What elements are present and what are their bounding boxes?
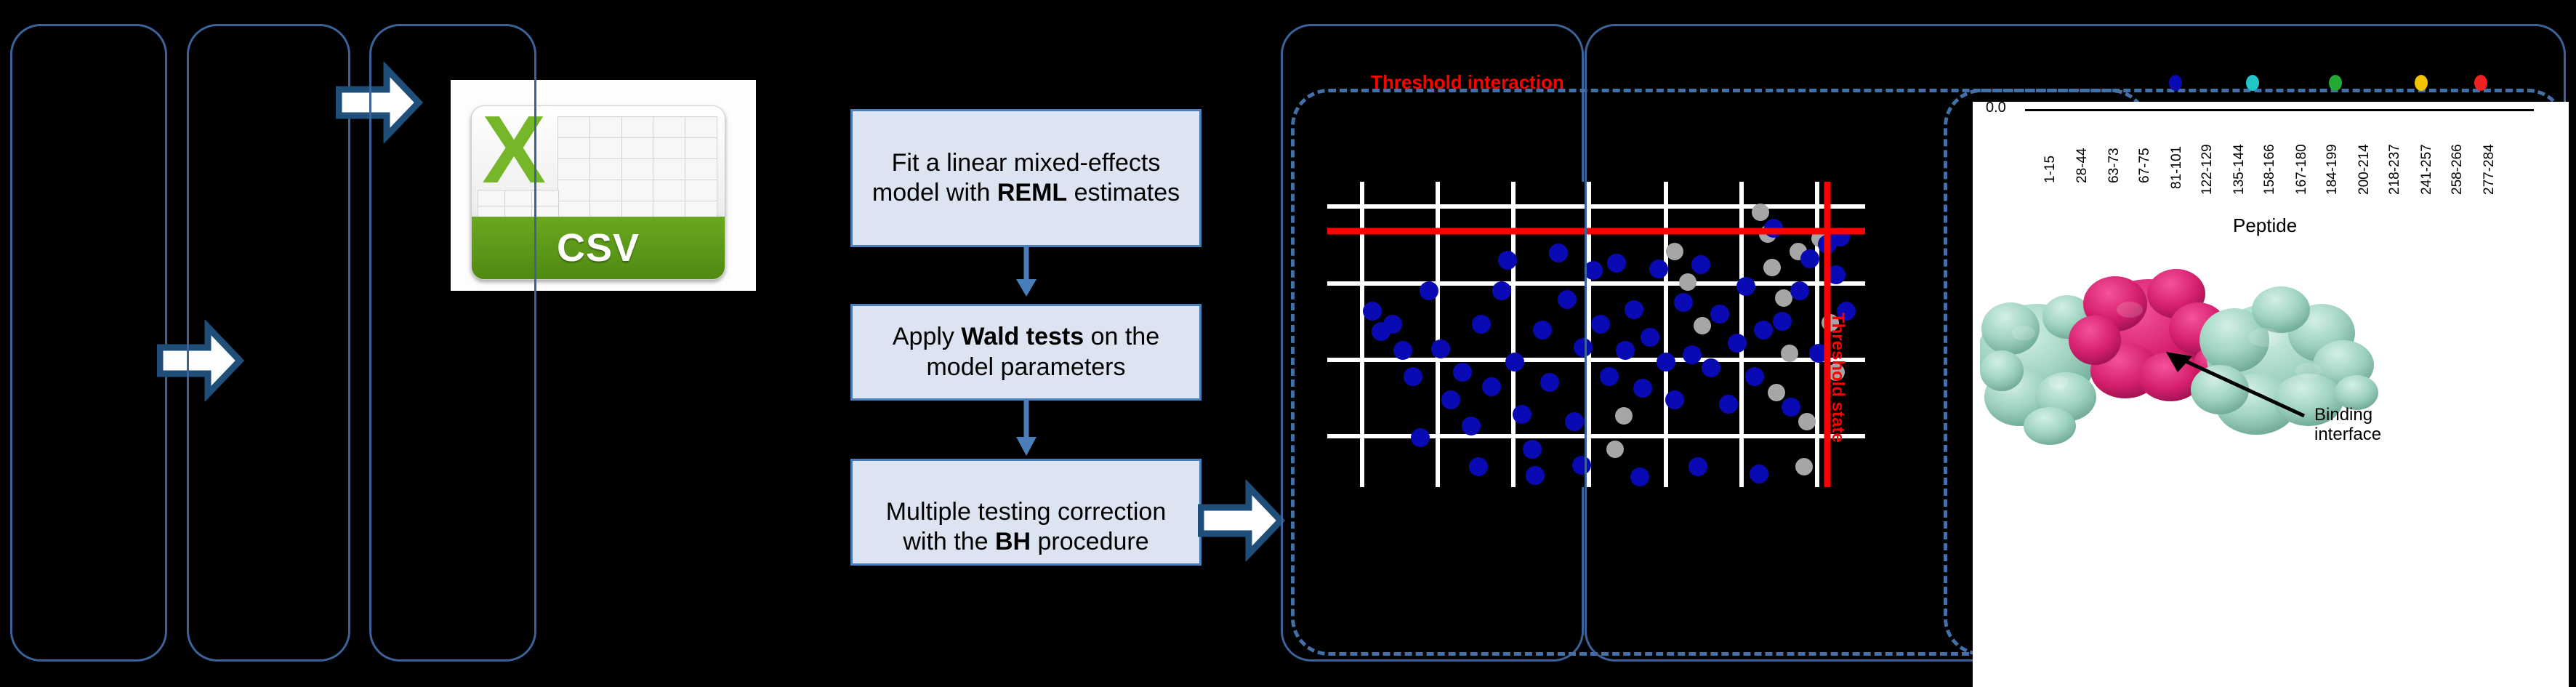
protein-surface-render bbox=[1980, 269, 2378, 445]
xtick-258-266: 258-266 bbox=[2450, 144, 2465, 195]
xtick-167-180: 167-180 bbox=[2294, 144, 2309, 195]
xtick-277-284: 277-284 bbox=[2482, 144, 2497, 195]
binding-interface-label: Binding interface bbox=[2314, 405, 2382, 444]
xtick-135-144: 135-144 bbox=[2231, 144, 2247, 195]
xtick-184-199: 184-199 bbox=[2325, 144, 2340, 195]
wald-post: on the model parameters bbox=[926, 323, 1160, 381]
csv-grid-table bbox=[558, 116, 717, 222]
bh-bold: BH bbox=[994, 527, 1031, 555]
xtick-63-73: 63-73 bbox=[2106, 148, 2122, 183]
bh-post: procedure bbox=[1031, 527, 1149, 555]
bh-pre: Multiple testing correction with the bbox=[885, 498, 1167, 555]
xtick-218-237: 218-237 bbox=[2387, 144, 2402, 195]
process-box-reml: Fit a linear mixed-effects model with RE… bbox=[850, 109, 1202, 247]
wald-pre: Apply bbox=[892, 323, 962, 351]
structure-figure: 0.0 1-15 28-44 63-73 67-75 81-101 122-12… bbox=[1973, 102, 2569, 687]
scatter-plot: Threshold interaction bbox=[1327, 71, 1865, 320]
legend-dot-blue bbox=[2169, 75, 2182, 91]
reml-post: estimates bbox=[1067, 179, 1180, 206]
xtick-1-15: 1-15 bbox=[2042, 155, 2058, 183]
panel-input bbox=[10, 24, 167, 662]
xtick-28-44: 28-44 bbox=[2074, 148, 2090, 183]
process-box-wald: Apply Wald tests on the model parameters bbox=[850, 304, 1202, 401]
process-box-bh-text: Multiple testing correction with the BH … bbox=[886, 468, 1167, 555]
connector-wald-to-bh bbox=[1016, 401, 1037, 456]
xtick-241-257: 241-257 bbox=[2419, 144, 2434, 195]
xtick-67-75: 67-75 bbox=[2137, 148, 2152, 183]
xtick-158-166: 158-166 bbox=[2262, 144, 2277, 195]
legend-dot-green bbox=[2329, 75, 2342, 91]
csv-badge: CSV bbox=[472, 217, 725, 279]
x-axis-title: Peptide bbox=[2233, 214, 2298, 236]
legend-dot-yellow bbox=[2415, 75, 2428, 91]
panel-csv bbox=[187, 24, 350, 662]
process-box-reml-text: Fit a linear mixed-effects model with RE… bbox=[860, 148, 1192, 209]
process-box-wald-text: Apply Wald tests on the model parameters bbox=[860, 322, 1192, 382]
xtick-81-101: 81-101 bbox=[2169, 145, 2184, 189]
legend-dot-cyan bbox=[2246, 75, 2259, 91]
wald-bold: Wald tests bbox=[961, 323, 1084, 351]
csv-file-icon: X CSV bbox=[471, 105, 725, 280]
csv-badge-label: CSV bbox=[556, 226, 640, 270]
reml-bold: REML bbox=[997, 179, 1068, 206]
scatter-plot-canvas bbox=[1327, 182, 1865, 487]
scatter-plot-title: Threshold interaction bbox=[1371, 71, 1564, 93]
legend-dot-red bbox=[2474, 75, 2487, 91]
process-box-bh: Multiple testing correction with the BH … bbox=[850, 459, 1202, 566]
arrow-analysis-to-results bbox=[1198, 480, 1285, 561]
connector-reml-to-wald bbox=[1016, 247, 1037, 297]
x-axis-line bbox=[2025, 109, 2534, 111]
xtick-200-214: 200-214 bbox=[2356, 144, 2372, 195]
panel-analysis bbox=[369, 24, 536, 662]
arrow-csv-to-analysis bbox=[336, 62, 423, 143]
arrow-input-to-csv bbox=[157, 320, 244, 401]
reml-pre: Fit a linear mixed-effects model with bbox=[872, 148, 1161, 206]
xtick-122-129: 122-129 bbox=[2199, 144, 2215, 195]
ytick-0: 0.0 bbox=[1986, 102, 2006, 116]
